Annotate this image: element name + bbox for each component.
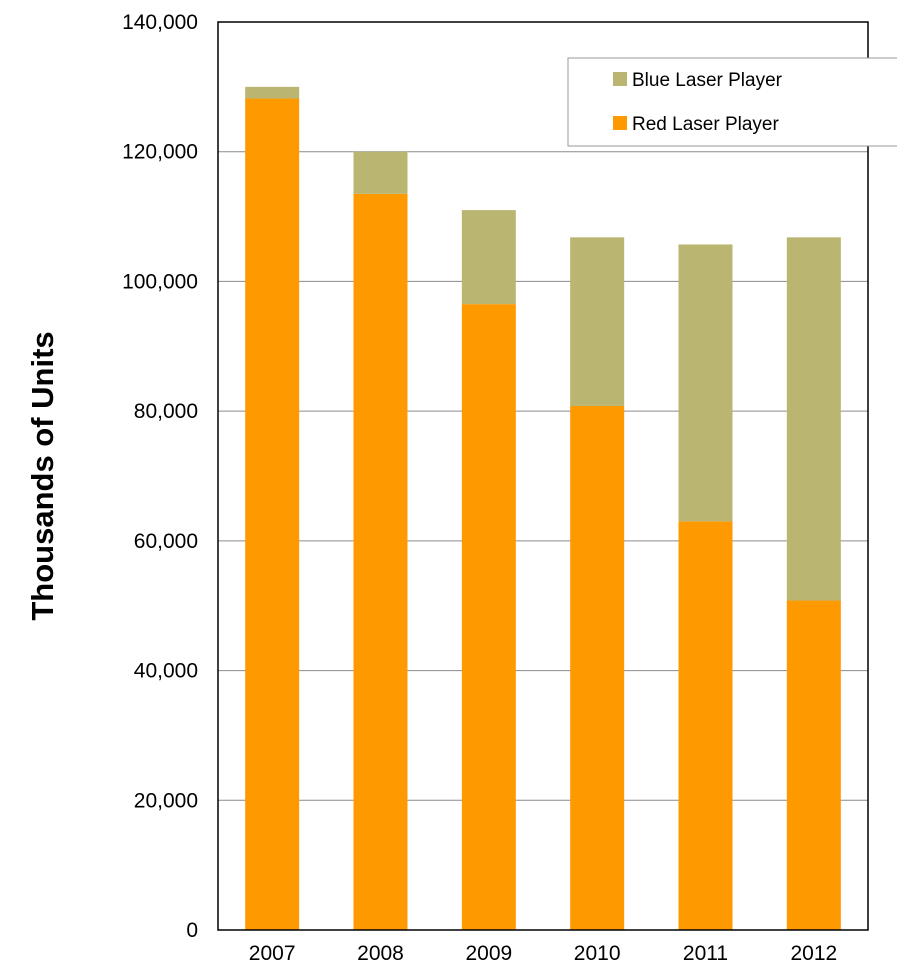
bar-blue-laser-player-2012 — [786, 237, 841, 601]
bar-red-laser-player-2012 — [786, 600, 841, 930]
bar-red-laser-player-2008 — [353, 193, 408, 930]
legend-label-red-laser-player: Red Laser Player — [632, 114, 779, 135]
y-tick-label: 100,000 — [122, 270, 198, 293]
bar-red-laser-player-2007 — [245, 98, 300, 930]
legend-swatch-blue-laser-player — [613, 72, 627, 86]
legend: Blue Laser Player Red Laser Player — [567, 57, 897, 147]
x-tick-label: 2012 — [790, 942, 837, 965]
x-tick-label: 2008 — [357, 942, 404, 965]
bar-blue-laser-player-2007 — [245, 86, 300, 99]
bar-red-laser-player-2009 — [461, 304, 516, 931]
y-tick-label: 20,000 — [134, 789, 198, 812]
bar-blue-laser-player-2011 — [678, 244, 733, 522]
x-tick-label: 2009 — [465, 942, 512, 965]
y-tick-label: 140,000 — [122, 11, 198, 34]
y-tick-label: 120,000 — [122, 141, 198, 164]
x-tick-label: 2007 — [249, 942, 296, 965]
y-axis-ticks: 0 20,000 40,000 60,000 80,000 100,000 120,000 1… — [122, 11, 198, 942]
plot-frame — [217, 21, 869, 931]
bar-red-laser-player-2010 — [570, 405, 625, 930]
y-tick-label: 0 — [186, 919, 198, 942]
bars — [245, 86, 841, 931]
bar-blue-laser-player-2008 — [353, 151, 408, 194]
x-axis-ticks: 2007 2008 2009 2010 2011 2012 — [249, 942, 837, 965]
bar-blue-laser-player-2010 — [570, 237, 625, 406]
y-axis-label: Thousands of Units — [25, 331, 60, 620]
bar-blue-laser-player-2009 — [461, 210, 516, 305]
y-tick-label: 40,000 — [134, 660, 198, 683]
y-tick-label: 60,000 — [134, 530, 198, 553]
bar-red-laser-player-2011 — [678, 521, 733, 930]
x-tick-label: 2011 — [683, 942, 728, 965]
gridlines — [218, 151, 868, 801]
legend-swatch-red-laser-player — [613, 116, 627, 130]
legend-label-blue-laser-player: Blue Laser Player — [632, 70, 783, 91]
x-tick-label: 2010 — [574, 942, 621, 965]
y-tick-label: 80,000 — [134, 400, 198, 423]
